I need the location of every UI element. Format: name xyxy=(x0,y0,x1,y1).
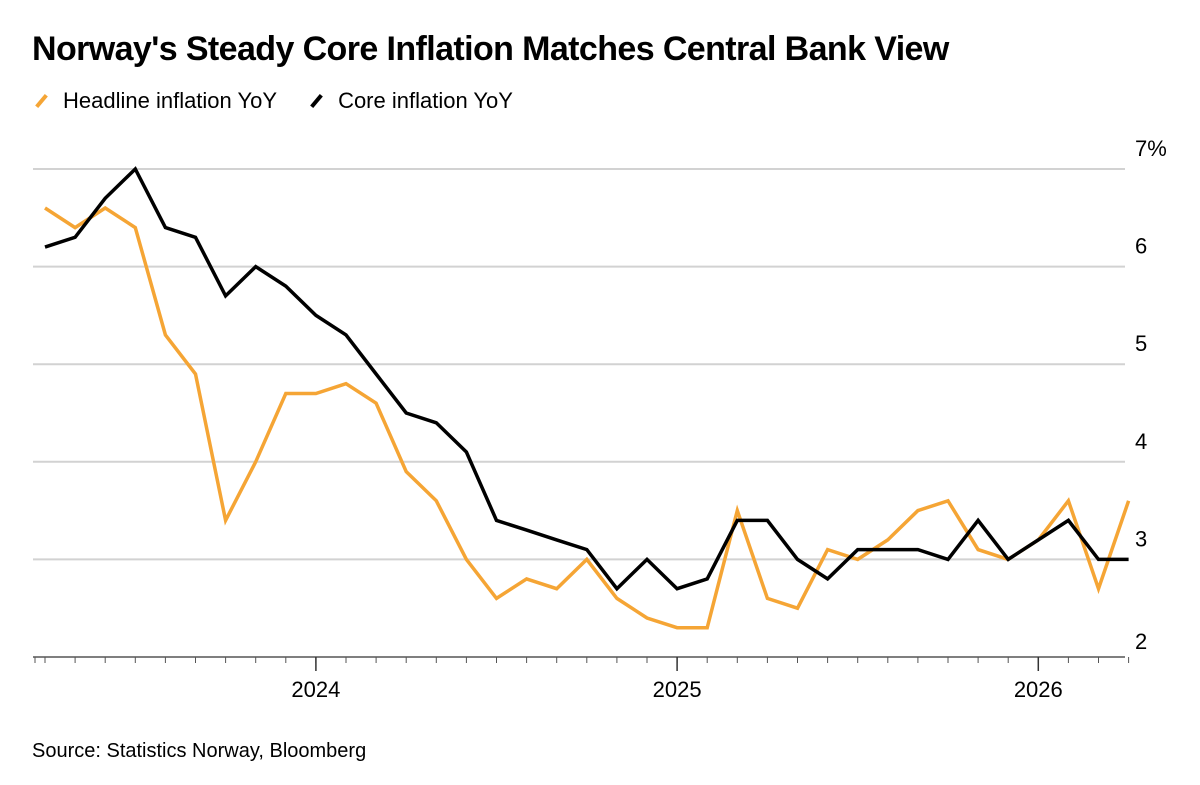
y-tick-label: 2 xyxy=(1135,629,1147,654)
x-tick-label: 2024 xyxy=(291,677,340,702)
x-axis xyxy=(33,656,1130,671)
y-tick-label: 7% xyxy=(1135,136,1167,161)
chart-title: Norway's Steady Core Inflation Matches C… xyxy=(32,30,949,68)
y-tick-label: 5 xyxy=(1135,331,1147,356)
legend: Headline inflation YoY Core inflation Yo… xyxy=(32,88,543,114)
legend-item-core: Core inflation YoY xyxy=(307,88,513,114)
series-lines xyxy=(44,166,1131,630)
legend-item-headline: Headline inflation YoY xyxy=(32,88,277,114)
x-tick-label: 2026 xyxy=(1014,677,1063,702)
y-tick-label: 3 xyxy=(1135,526,1147,551)
source-note: Source: Statistics Norway, Bloomberg xyxy=(32,740,367,762)
x-tick-labels: 2024 2025 2026 xyxy=(291,677,1062,702)
x-tick-label: 2025 xyxy=(653,677,702,702)
y-tick-labels: 2 3 4 5 6 7% xyxy=(1135,136,1167,654)
headline-inflation-line xyxy=(44,205,1131,630)
y-tick-label: 4 xyxy=(1135,429,1147,454)
core-inflation-line xyxy=(44,166,1129,592)
legend-label-core: Core inflation YoY xyxy=(338,88,513,113)
y-tick-label: 6 xyxy=(1135,234,1147,259)
legend-label-headline: Headline inflation YoY xyxy=(63,88,278,113)
gridlines xyxy=(33,168,1125,561)
